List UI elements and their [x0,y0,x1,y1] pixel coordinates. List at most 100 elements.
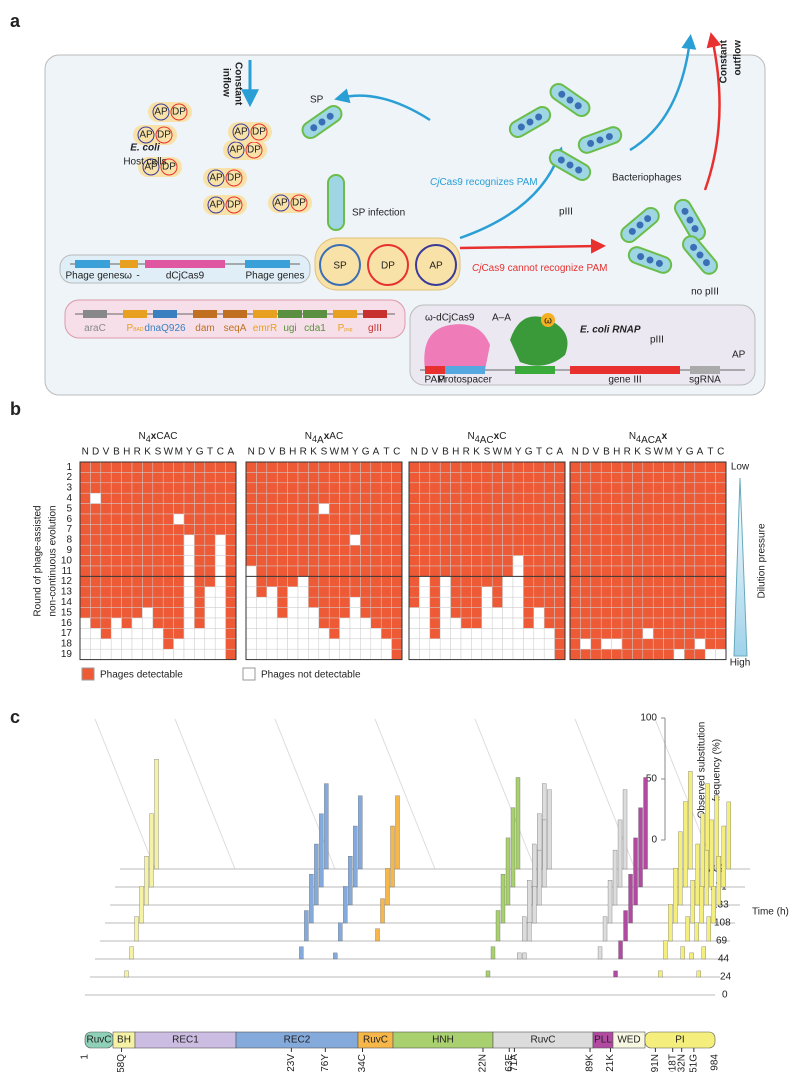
phage-dna [517,123,525,131]
cell [214,524,226,536]
cell [512,544,524,556]
gene [75,260,110,268]
cell [79,628,91,640]
cell [110,492,122,504]
cell [621,617,633,629]
ap-plasmid [232,123,250,141]
bar [343,886,348,924]
cell [131,461,143,473]
cell [611,544,623,556]
cell [673,576,685,588]
cell [673,513,685,525]
cell [110,503,122,515]
cell [183,638,195,650]
cell [460,648,472,660]
cell [173,565,185,577]
cell [90,503,102,515]
cell [632,513,644,525]
cell [554,492,566,504]
cell [684,503,696,515]
cell [266,482,278,494]
time-label: 24 [720,972,732,983]
cell [533,596,545,608]
cell [704,555,716,567]
cell [471,617,483,629]
cell [204,628,216,640]
cell [408,524,420,536]
cell [419,492,431,504]
cell [256,565,268,577]
cell [349,607,361,619]
cell [704,534,716,546]
column-label: G [525,447,533,458]
cell [110,617,122,629]
cell [370,617,382,629]
cell [694,534,706,546]
cell [276,555,288,567]
column-label: H [289,447,296,458]
cell [110,482,122,494]
cell [370,482,382,494]
cell [287,503,299,515]
cell [600,565,612,577]
cell [694,503,706,515]
bar [663,940,668,960]
cell [523,513,535,525]
cell [471,534,483,546]
cell [152,617,164,629]
cell [152,555,164,567]
cell [100,482,112,494]
cell [194,513,206,525]
cell [194,482,206,494]
cell [349,555,361,567]
cell [162,503,174,515]
cell [611,576,623,588]
mutation-label: D663E [504,1054,515,1072]
cell [90,524,102,536]
column-label: B [603,447,610,458]
cell [162,472,174,484]
bar [638,807,643,888]
cell [339,482,351,494]
cell [652,492,664,504]
cell [225,596,237,608]
cell [715,628,727,640]
phage-dna [644,215,652,223]
cell [204,617,216,629]
cell [512,576,524,588]
cell [694,555,706,567]
title-part: A [317,435,324,446]
cell [632,607,644,619]
cell [642,544,654,556]
cell [684,648,696,660]
plasmid-label: SP [333,261,347,272]
cell [90,638,102,650]
cell [370,492,382,504]
cell [204,513,216,525]
cell [318,461,330,473]
cell [554,617,566,629]
cell [543,513,555,525]
cell [419,607,431,619]
cell [450,648,462,660]
cell [110,461,122,473]
ap-label: AP [229,145,243,156]
cell [266,596,278,608]
sp-label: SP [310,95,324,106]
cell [502,472,514,484]
cell [308,586,320,598]
cell [663,472,675,484]
cell [391,524,403,536]
cell [121,534,133,546]
cell [173,576,185,588]
panel-label: b [10,399,21,419]
dp-gene-label: seqA [224,323,247,334]
dp-gene-label: ugi [283,323,296,334]
bar [299,946,304,960]
cell [162,638,174,650]
cell [632,617,644,629]
cell [162,482,174,494]
cell [266,628,278,640]
cell [131,586,143,598]
cell [543,503,555,515]
